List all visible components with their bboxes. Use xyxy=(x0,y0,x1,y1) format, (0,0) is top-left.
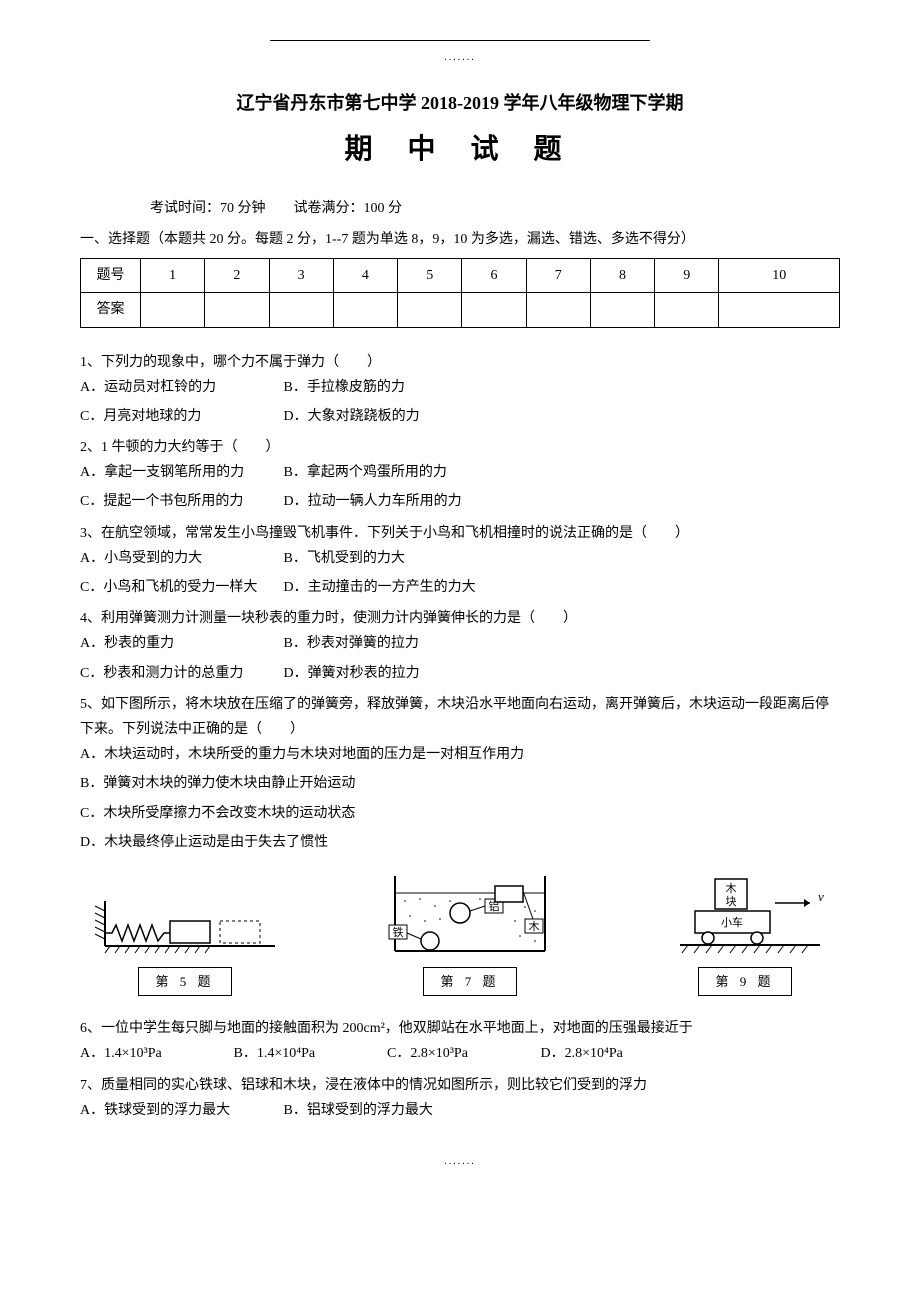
q2-opt-c: C．提起一个书包所用的力 xyxy=(80,489,280,514)
answer-cell xyxy=(655,293,719,327)
figures-row: 第 5 题 铝 xyxy=(80,871,840,996)
q3-stem: 3、在航空领域，常常发生小鸟撞毁飞机事件．下列关于小鸟和飞机相撞时的说法正确的是… xyxy=(80,521,840,546)
exam-info: 考试时间：70 分钟 试卷满分：100 分 xyxy=(80,196,840,221)
table-row: 答案 xyxy=(81,293,840,327)
q1-stem: 1、下列力的现象中，哪个力不属于弹力（ ） xyxy=(80,350,840,375)
velocity-label: v xyxy=(818,889,824,904)
col-num: 4 xyxy=(333,259,397,293)
q4-opt-c: C．秒表和测力计的总重力 xyxy=(80,661,280,686)
top-rule xyxy=(270,40,650,41)
fe-label: 铁 xyxy=(393,926,404,939)
q1-opt-d: D．大象对跷跷板的力 xyxy=(284,404,484,429)
q5-stem: 5、如下图所示，将木块放在压缩了的弹簧旁，释放弹簧，木块沿水平地面向右运动，离开… xyxy=(80,692,840,742)
answer-cell xyxy=(719,293,840,327)
block-label-1: 木 xyxy=(726,882,737,895)
figure-9: 木 块 小车 v 第 9 题 xyxy=(660,871,830,996)
top-dots: ....... xyxy=(80,49,840,67)
col-num: 1 xyxy=(141,259,205,293)
figure-7: 铝 铁 木 第 7 题 xyxy=(385,871,555,996)
question-7: 7、质量相同的实心铁球、铝球和木块，浸在液体中的情况如图所示，则比较它们受到的浮… xyxy=(80,1073,840,1123)
question-4: 4、利用弹簧测力计测量一块秒表的重力时，使测力计内弹簧伸长的力是（ ） A．秒表… xyxy=(80,606,840,686)
q2-opt-b: B．拿起两个鸡蛋所用的力 xyxy=(284,460,484,485)
q5-opt-d: D．木块最终停止运动是由于失去了惯性 xyxy=(80,830,840,855)
q6-opt-c: C．2.8×10³Pa xyxy=(387,1041,537,1066)
answer-cell xyxy=(205,293,269,327)
table-row: 题号 1 2 3 4 5 6 7 8 9 10 xyxy=(81,259,840,293)
figure-5: 第 5 题 xyxy=(90,891,280,996)
q4-opt-d: D．弹簧对秒表的拉力 xyxy=(284,661,484,686)
section-1-header: 一、选择题（本题共 20 分。每题 2 分，1--7 题为单选 8，9，10 为… xyxy=(80,227,840,252)
q3-opt-d: D．主动撞击的一方产生的力大 xyxy=(284,575,484,600)
q5-opt-a: A．木块运动时，木块所受的重力与木块对地面的压力是一对相互作用力 xyxy=(80,742,840,767)
figure-7-caption: 第 7 题 xyxy=(423,967,516,996)
q3-opt-a: A．小鸟受到的力大 xyxy=(80,546,280,571)
col-num: 5 xyxy=(398,259,462,293)
question-6: 6、一位中学生每只脚与地面的接触面积为 200cm²，他双脚站在水平地面上，对地… xyxy=(80,1016,840,1066)
q1-opt-a: A．运动员对杠铃的力 xyxy=(80,375,280,400)
col-num: 6 xyxy=(462,259,526,293)
q2-opt-a: A．拿起一支钢笔所用的力 xyxy=(80,460,280,485)
buoyancy-diagram: 铝 铁 木 xyxy=(385,871,555,961)
answer-cell xyxy=(526,293,590,327)
q6-opt-a: A．1.4×10³Pa xyxy=(80,1041,230,1066)
wood-label: 木 xyxy=(529,920,540,933)
answer-table: 题号 1 2 3 4 5 6 7 8 9 10 答案 xyxy=(80,258,840,327)
q5-opt-c: C．木块所受摩擦力不会改变木块的运动状态 xyxy=(80,801,840,826)
q2-stem: 2、1 牛顿的力大约等于（ ） xyxy=(80,435,840,460)
q1-opt-b: B．手拉橡皮筋的力 xyxy=(284,375,484,400)
question-1: 1、下列力的现象中，哪个力不属于弹力（ ） A．运动员对杠铃的力 B．手拉橡皮筋… xyxy=(80,350,840,430)
question-2: 2、1 牛顿的力大约等于（ ） A．拿起一支钢笔所用的力 B．拿起两个鸡蛋所用的… xyxy=(80,435,840,515)
q7-opt-a: A．铁球受到的浮力最大 xyxy=(80,1098,280,1123)
answer-cell xyxy=(398,293,462,327)
figure-9-caption: 第 9 题 xyxy=(698,967,791,996)
row-label: 题号 xyxy=(81,259,141,293)
title-line2: 期 中 试 题 xyxy=(80,125,840,175)
q4-opt-b: B．秒表对弹簧的拉力 xyxy=(284,631,484,656)
col-num: 9 xyxy=(655,259,719,293)
row-label: 答案 xyxy=(81,293,141,327)
q6-stem: 6、一位中学生每只脚与地面的接触面积为 200cm²，他双脚站在水平地面上，对地… xyxy=(80,1016,840,1041)
q2-opt-d: D．拉动一辆人力车所用的力 xyxy=(284,489,484,514)
answer-cell xyxy=(269,293,333,327)
q1-opt-c: C．月亮对地球的力 xyxy=(80,404,280,429)
cart-label: 小车 xyxy=(721,915,743,929)
spring-block-diagram xyxy=(90,891,280,961)
question-3: 3、在航空领域，常常发生小鸟撞毁飞机事件．下列关于小鸟和飞机相撞时的说法正确的是… xyxy=(80,521,840,601)
block-label-2: 块 xyxy=(726,895,737,908)
question-5: 5、如下图所示，将木块放在压缩了的弹簧旁，释放弹簧，木块沿水平地面向右运动，离开… xyxy=(80,692,840,855)
col-num: 3 xyxy=(269,259,333,293)
q5-opt-b: B．弹簧对木块的弹力使木块由静止开始运动 xyxy=(80,771,840,796)
q7-opt-b: B．铝球受到的浮力最大 xyxy=(284,1098,484,1123)
figure-5-caption: 第 5 题 xyxy=(138,967,231,996)
col-num: 7 xyxy=(526,259,590,293)
answer-cell xyxy=(333,293,397,327)
answer-cell xyxy=(462,293,526,327)
answer-cell xyxy=(590,293,654,327)
col-num: 2 xyxy=(205,259,269,293)
q3-opt-b: B．飞机受到的力大 xyxy=(284,546,484,571)
q6-opt-b: B．1.4×10⁴Pa xyxy=(234,1041,384,1066)
answer-cell xyxy=(141,293,205,327)
title-line1: 辽宁省丹东市第七中学 2018-2019 学年八年级物理下学期 xyxy=(80,87,840,119)
q6-opt-d: D．2.8×10⁴Pa xyxy=(541,1041,691,1066)
col-num: 8 xyxy=(590,259,654,293)
q7-stem: 7、质量相同的实心铁球、铝球和木块，浸在液体中的情况如图所示，则比较它们受到的浮… xyxy=(80,1073,840,1098)
q3-opt-c: C．小鸟和飞机的受力一样大 xyxy=(80,575,280,600)
cart-block-diagram: 木 块 小车 v xyxy=(660,871,830,961)
q4-opt-a: A．秒表的重力 xyxy=(80,631,280,656)
col-num: 10 xyxy=(719,259,840,293)
bottom-dots: ....... xyxy=(80,1153,840,1171)
q4-stem: 4、利用弹簧测力计测量一块秒表的重力时，使测力计内弹簧伸长的力是（ ） xyxy=(80,606,840,631)
